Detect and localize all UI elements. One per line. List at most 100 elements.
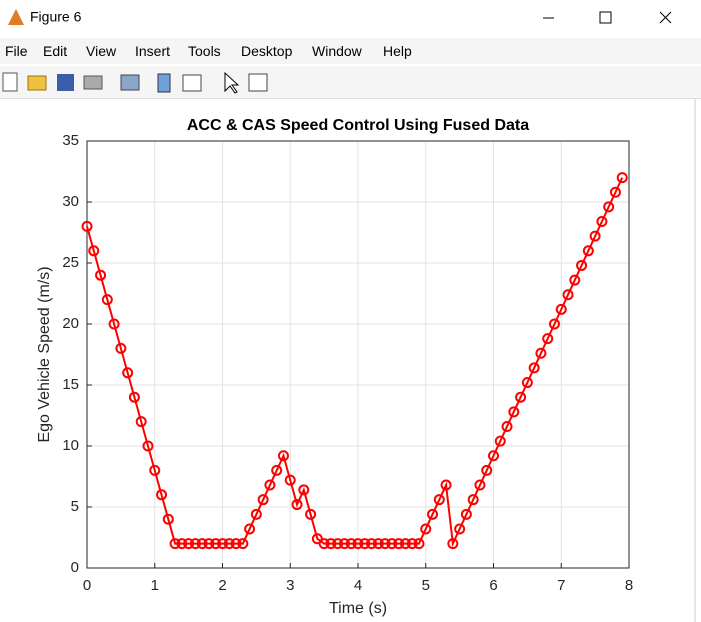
data-marker bbox=[237, 538, 249, 550]
data-marker bbox=[345, 538, 357, 550]
y-tick-label: 5 bbox=[71, 498, 79, 515]
data-marker bbox=[562, 289, 574, 301]
y-tick-label: 30 bbox=[62, 193, 79, 210]
x-tick-label: 4 bbox=[354, 577, 362, 594]
data-marker bbox=[440, 479, 452, 491]
data-marker bbox=[264, 479, 276, 491]
data-marker bbox=[609, 186, 621, 198]
data-marker bbox=[250, 508, 262, 520]
data-marker bbox=[481, 464, 493, 476]
menu-item[interactable]: File bbox=[5, 43, 28, 59]
data-marker bbox=[352, 538, 364, 550]
y-tick-label: 15 bbox=[62, 376, 79, 393]
menu-item[interactable]: Edit bbox=[43, 43, 68, 59]
title-bar-graphics: Figure 6 bbox=[8, 9, 672, 25]
data-marker bbox=[284, 474, 296, 486]
data-marker bbox=[135, 416, 147, 428]
data-marker bbox=[454, 523, 466, 535]
menu-item[interactable]: Tools bbox=[188, 43, 221, 59]
x-tick-label: 0 bbox=[83, 577, 91, 594]
data-marker bbox=[555, 303, 567, 315]
data-marker bbox=[393, 538, 405, 550]
x-tick-label: 2 bbox=[218, 577, 226, 594]
data-marker bbox=[488, 450, 499, 462]
data-marker bbox=[413, 538, 425, 550]
data-marker bbox=[318, 538, 330, 550]
y-tick-label: 10 bbox=[62, 437, 79, 454]
data-marker bbox=[508, 406, 520, 418]
data-marker bbox=[291, 499, 303, 511]
data-marker bbox=[183, 538, 195, 550]
data-marker bbox=[196, 538, 208, 550]
maximize-button[interactable] bbox=[599, 11, 612, 24]
x-tick-label: 5 bbox=[422, 577, 430, 594]
data-marker bbox=[359, 538, 371, 550]
menu-item[interactable]: Help bbox=[383, 43, 412, 59]
save-icon[interactable] bbox=[57, 74, 74, 91]
print-icon[interactable] bbox=[83, 75, 103, 90]
data-marker bbox=[101, 294, 113, 306]
close-button[interactable] bbox=[659, 11, 672, 24]
x-tick-label: 8 bbox=[625, 577, 633, 594]
data-marker bbox=[271, 464, 283, 476]
menu-item[interactable]: Window bbox=[312, 43, 362, 59]
data-marker bbox=[406, 538, 418, 550]
toolbar bbox=[0, 66, 701, 99]
data-marker bbox=[548, 318, 560, 330]
pointer-icon[interactable] bbox=[224, 71, 240, 94]
menu-item[interactable]: Desktop bbox=[241, 43, 293, 59]
menu-item[interactable]: Insert bbox=[135, 43, 171, 59]
menu-item[interactable]: View bbox=[86, 43, 117, 59]
data-marker bbox=[169, 538, 181, 550]
data-marker bbox=[203, 538, 215, 550]
y-tick-label: 20 bbox=[62, 315, 79, 332]
data-marker bbox=[277, 450, 289, 462]
data-marker bbox=[576, 259, 588, 271]
x-axis-label: Time (s) bbox=[329, 600, 387, 617]
data-marker bbox=[338, 538, 350, 550]
open-icon[interactable] bbox=[27, 75, 47, 91]
x-tick-label: 6 bbox=[489, 577, 497, 594]
data-marker bbox=[399, 538, 411, 550]
data-marker bbox=[528, 362, 540, 374]
data-marker bbox=[521, 377, 533, 389]
data-marker bbox=[156, 489, 168, 501]
data-marker bbox=[603, 201, 615, 213]
data-marker bbox=[142, 440, 154, 452]
chart-title: ACC & CAS Speed Control Using Fused Data bbox=[187, 117, 529, 134]
window-title: Figure 6 bbox=[30, 9, 82, 25]
chart: 0 1 2 3 4 5 6 7 8 0 5 10 15 20 25 30 35 ACC & CAS Speed C… bbox=[36, 99, 696, 622]
data-marker bbox=[223, 538, 235, 550]
data-marker bbox=[582, 245, 594, 257]
data-marker bbox=[542, 333, 554, 345]
data-marker bbox=[325, 538, 337, 550]
data-marker bbox=[162, 513, 174, 525]
data-marker bbox=[420, 523, 432, 535]
new-icon[interactable] bbox=[2, 72, 18, 92]
data-marker bbox=[386, 538, 398, 550]
y-tick-label: 35 bbox=[62, 132, 79, 149]
data-marker bbox=[427, 508, 439, 520]
data-marker bbox=[88, 245, 100, 257]
data-marker bbox=[535, 347, 547, 359]
data-marker bbox=[298, 484, 310, 496]
colorbar-icon[interactable] bbox=[157, 73, 171, 93]
data-marker bbox=[589, 230, 601, 242]
data-marker bbox=[616, 172, 628, 184]
link-icon[interactable] bbox=[120, 74, 140, 91]
axes-box bbox=[86, 140, 630, 569]
x-tick-label: 7 bbox=[557, 577, 565, 594]
property-icon[interactable] bbox=[248, 73, 268, 92]
data-marker bbox=[332, 538, 344, 550]
data-marker bbox=[122, 367, 134, 379]
toolbar-icons bbox=[2, 71, 268, 94]
data-marker bbox=[244, 523, 256, 535]
data-line bbox=[86, 177, 624, 548]
legend-icon[interactable] bbox=[182, 74, 202, 92]
data-marker bbox=[115, 342, 127, 354]
app-icon bbox=[8, 9, 24, 25]
y-axis-label: Ego Vehicle Speed (m/s) bbox=[36, 266, 53, 442]
data-marker bbox=[95, 269, 107, 281]
data-marker bbox=[569, 274, 581, 286]
